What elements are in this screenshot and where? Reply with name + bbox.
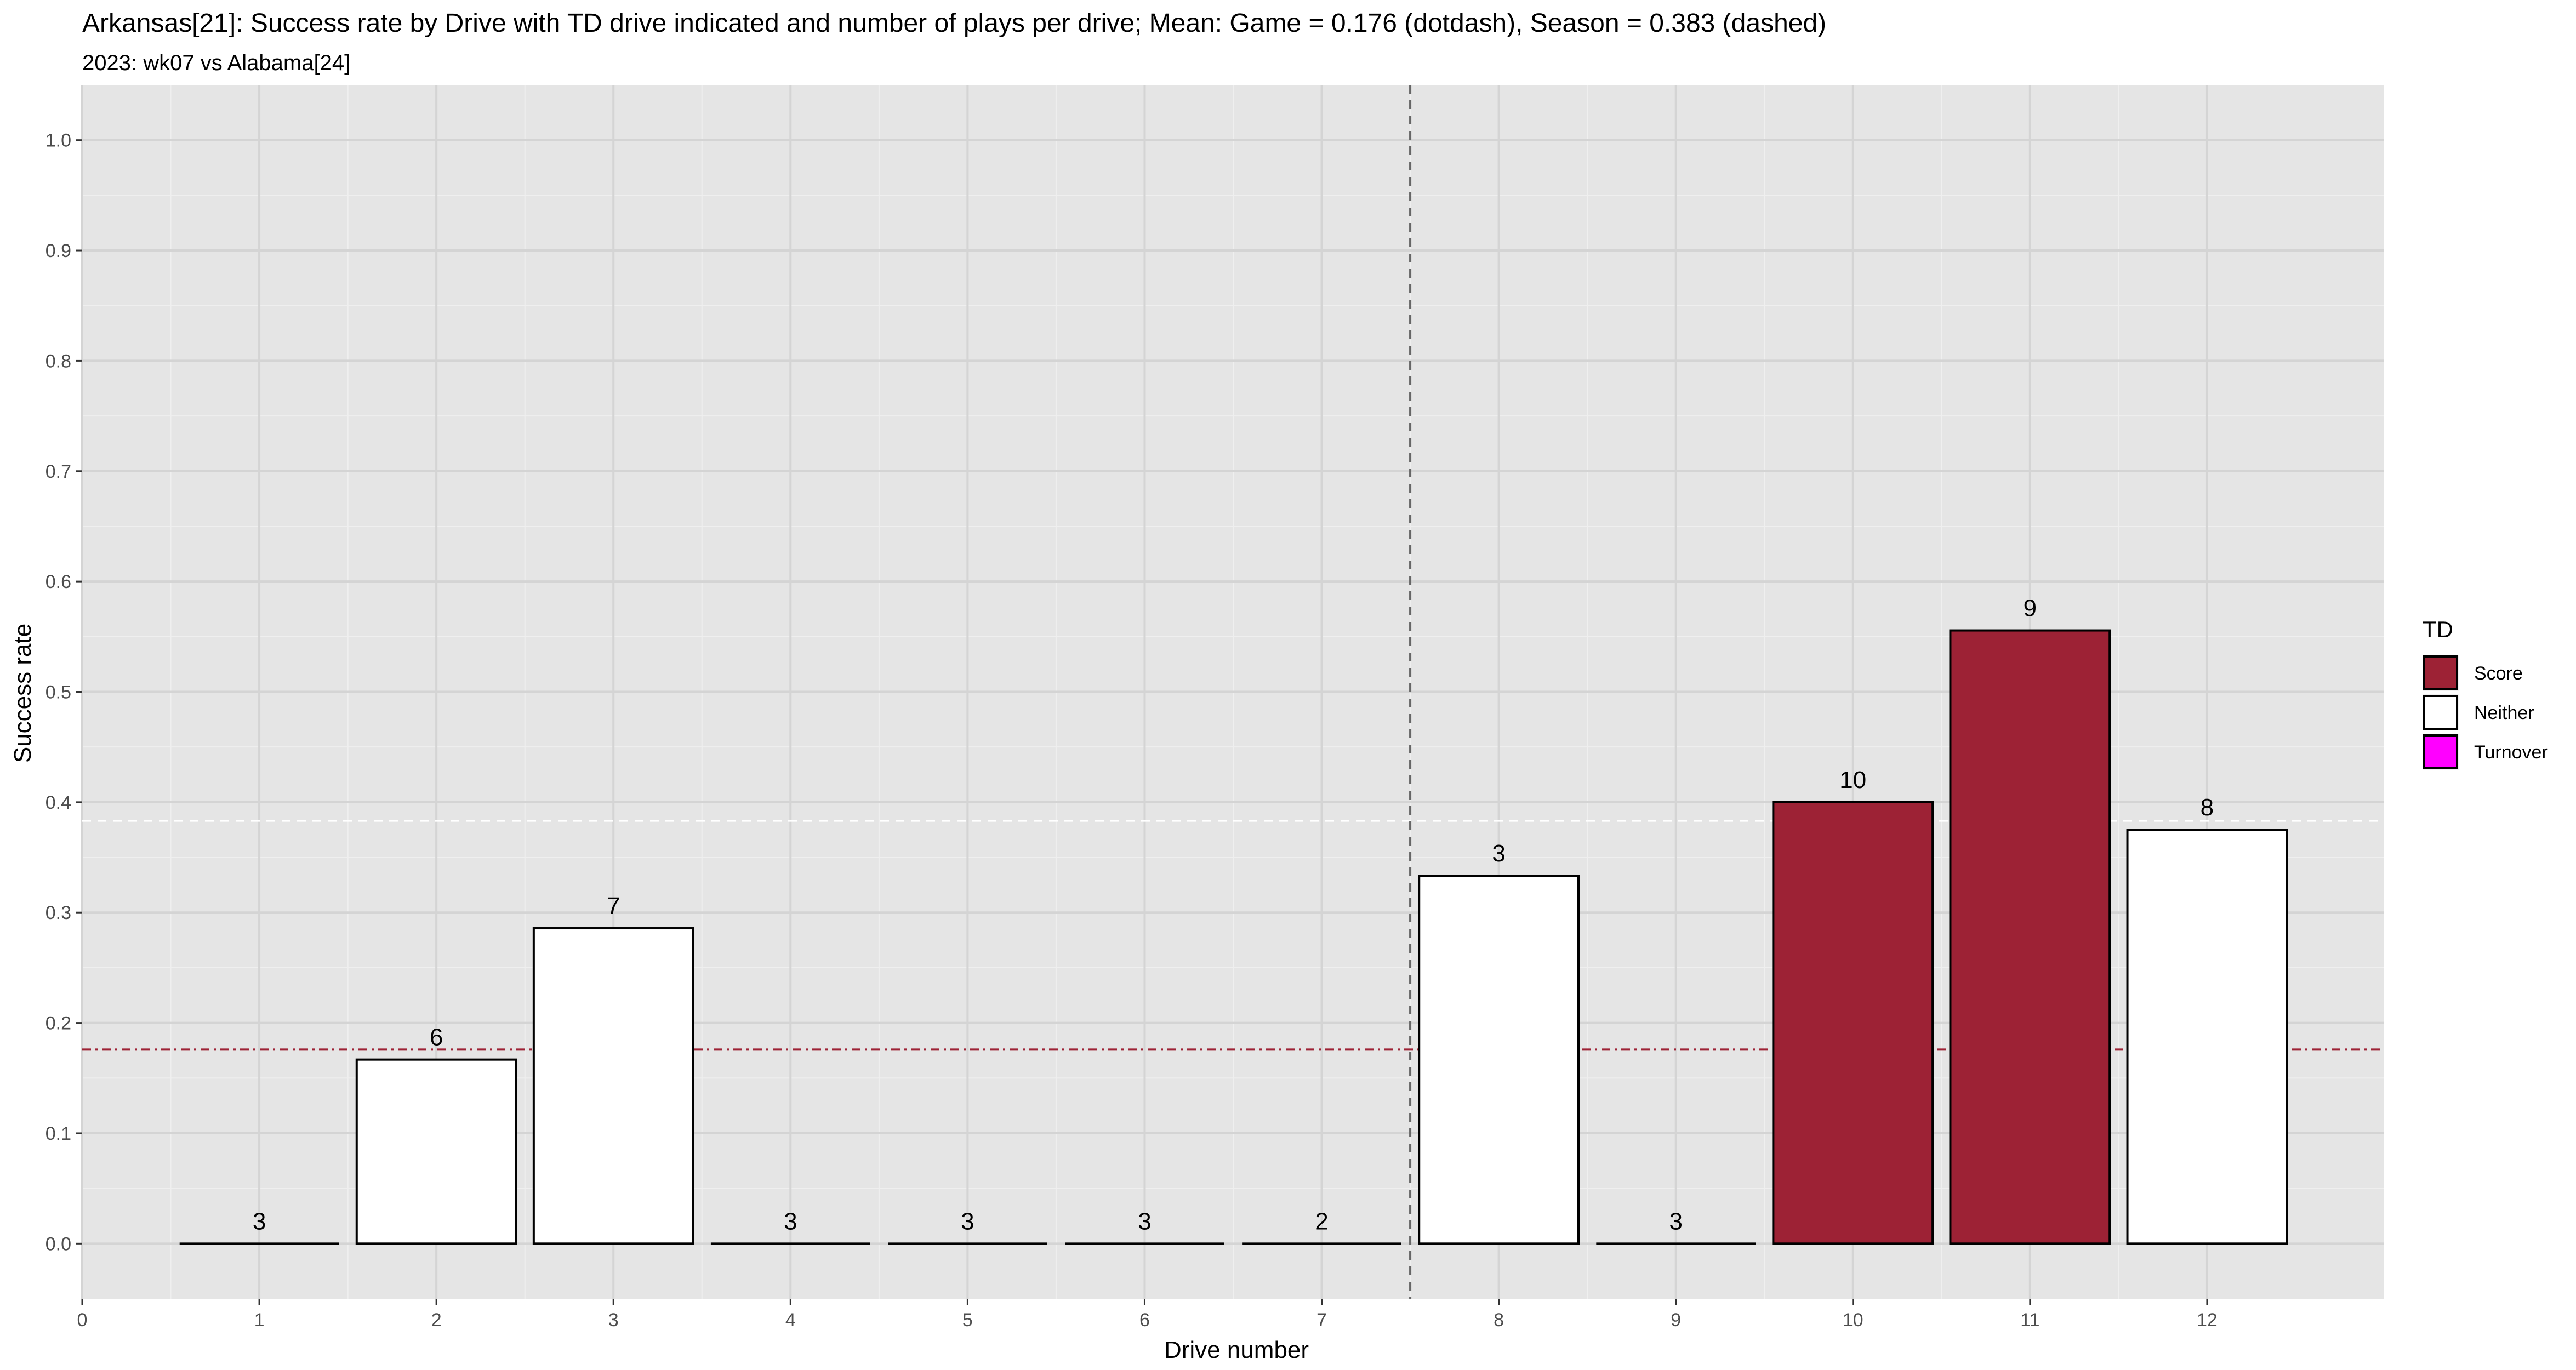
y-tick-label: 0.4 <box>45 792 71 813</box>
x-tick-label: 3 <box>608 1310 619 1331</box>
bar <box>1418 875 1580 1245</box>
x-axis-title: Drive number <box>1164 1337 1309 1363</box>
y-tick-label: 0.8 <box>45 351 71 372</box>
x-tick-label: 12 <box>2197 1310 2218 1331</box>
x-tick-label: 9 <box>1671 1310 1681 1331</box>
legend-label: Neither <box>2474 703 2534 723</box>
legend-key <box>2423 655 2458 690</box>
x-tick-label: 7 <box>1317 1310 1327 1331</box>
x-tick-label: 10 <box>1843 1310 1863 1331</box>
bar-label: 7 <box>607 893 620 920</box>
legend-key <box>2423 734 2458 769</box>
bar-label: 3 <box>961 1208 974 1235</box>
y-tick-label: 0.3 <box>45 903 71 923</box>
bar-labels: 3 6 7 3 3 3 2 3 3 10 9 8 <box>253 595 2214 1235</box>
x-tick-label: 4 <box>785 1310 796 1331</box>
bar <box>532 927 694 1245</box>
bar-label: 3 <box>1492 840 1505 867</box>
x-tick-label: 5 <box>962 1310 973 1331</box>
bar-label: 3 <box>1669 1208 1682 1235</box>
bar-label: 3 <box>253 1208 266 1235</box>
y-axis: 0.0 0.1 0.2 0.3 0.4 0.5 0.6 0.7 0.8 0.9 1.0 <box>45 130 82 1254</box>
y-tick-label: 0.7 <box>45 461 71 482</box>
y-tick-label: 1.0 <box>45 130 71 151</box>
x-tick-label: 6 <box>1139 1310 1150 1331</box>
legend-key <box>2423 695 2458 730</box>
bar-label: 10 <box>1839 767 1866 794</box>
x-tick-label: 11 <box>2020 1310 2039 1331</box>
y-tick-label: 0.0 <box>45 1234 71 1254</box>
bar <box>1949 629 2111 1245</box>
legend-label: Score <box>2474 663 2523 684</box>
y-axis-title: Success rate <box>9 624 36 763</box>
bar <box>2126 829 2288 1245</box>
y-tick-label: 0.1 <box>45 1123 71 1144</box>
x-tick-label: 1 <box>254 1310 265 1331</box>
x-tick-label: 0 <box>77 1310 88 1331</box>
y-tick-label: 0.9 <box>45 241 71 261</box>
chart-subtitle: 2023: wk07 vs Alabama[24] <box>82 51 350 75</box>
chart-title: Arkansas[21]: Success rate by Drive with… <box>82 9 1826 38</box>
legend-label: Turnover <box>2474 742 2548 763</box>
legend-title: TD <box>2423 616 2453 642</box>
y-tick-label: 0.6 <box>45 572 71 592</box>
bar-label: 3 <box>784 1208 797 1235</box>
x-axis: 0 1 2 3 4 5 6 7 8 9 10 11 12 <box>77 1299 2218 1331</box>
bar <box>355 1058 517 1245</box>
bar-label: 2 <box>1315 1208 1328 1235</box>
bars <box>179 629 2288 1245</box>
x-tick-label: 8 <box>1494 1310 1504 1331</box>
bar <box>1772 801 1934 1245</box>
x-tick-label: 2 <box>431 1310 442 1331</box>
bar-label: 6 <box>430 1024 443 1051</box>
y-tick-label: 0.2 <box>45 1013 71 1034</box>
bar-label: 8 <box>2201 794 2214 821</box>
bar-label: 3 <box>1138 1208 1151 1235</box>
bar-label: 9 <box>2024 595 2037 622</box>
y-tick-label: 0.5 <box>45 682 71 703</box>
legend: TD Score Neither Turnover <box>2423 616 2548 770</box>
